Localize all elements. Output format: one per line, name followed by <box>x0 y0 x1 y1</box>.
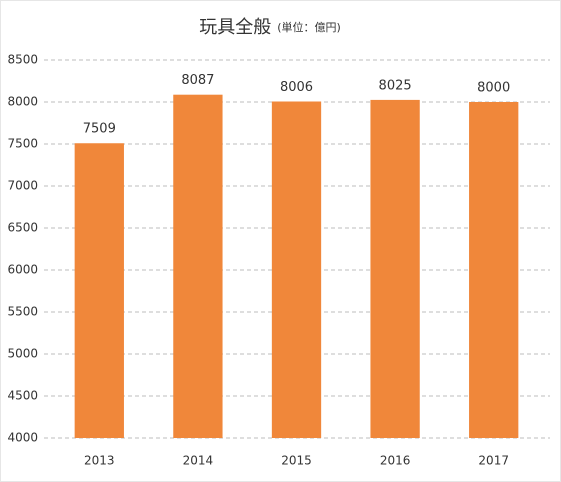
value-label: 8000 <box>477 81 510 96</box>
bar <box>271 101 322 438</box>
chart-subtitle: (単位：億円) <box>277 20 341 34</box>
value-label: 8025 <box>379 78 412 93</box>
x-tick-label: 2016 <box>380 454 411 468</box>
chart-title: 玩具全般 <box>199 17 271 38</box>
value-label: 8087 <box>181 73 214 88</box>
y-tick-label: 8500 <box>7 53 38 67</box>
y-tick-label: 6500 <box>7 221 38 235</box>
bar <box>370 99 420 439</box>
x-tick-label: 2017 <box>478 454 509 468</box>
bar <box>74 143 124 438</box>
bar <box>469 102 519 438</box>
y-tick-label: 7500 <box>7 137 38 151</box>
y-tick-label: 4500 <box>7 389 38 403</box>
y-tick-label: 5000 <box>7 347 38 361</box>
value-label: 7509 <box>83 122 116 137</box>
y-tick-label: 6000 <box>7 263 38 277</box>
y-tick-label: 5500 <box>7 305 38 319</box>
y-tick-label: 8000 <box>7 95 38 109</box>
chart-heading: 玩具全般 (単位：億円) <box>199 17 341 38</box>
x-tick-label: 2014 <box>183 454 214 468</box>
y-tick-label: 4000 <box>7 431 38 445</box>
x-tick-label: 2015 <box>281 454 312 468</box>
y-tick-label: 7000 <box>7 179 38 193</box>
value-label: 8006 <box>280 80 313 95</box>
x-tick-label: 2013 <box>84 454 115 468</box>
bar <box>173 94 223 438</box>
